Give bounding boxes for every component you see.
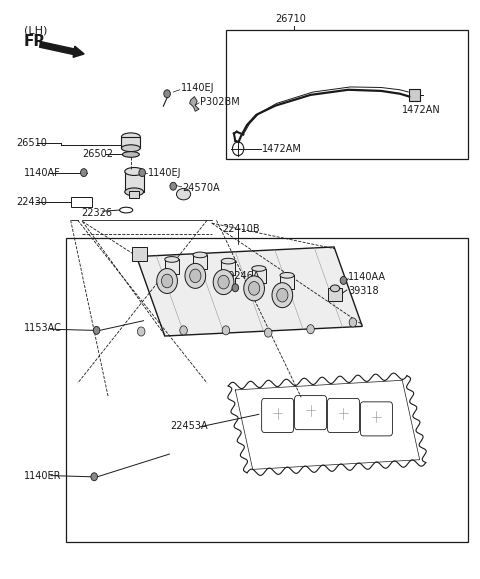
Circle shape: [164, 90, 170, 98]
Bar: [66, 239, 468, 542]
FancyArrow shape: [40, 42, 84, 57]
Circle shape: [137, 327, 145, 336]
Text: 22410B: 22410B: [223, 224, 260, 234]
Text: 22326: 22326: [82, 208, 112, 218]
Text: 1140EJ: 1140EJ: [181, 83, 215, 93]
Circle shape: [170, 182, 177, 190]
Text: (LH): (LH): [24, 25, 47, 36]
Text: 26510: 26510: [16, 138, 48, 148]
Bar: [132, 247, 147, 261]
Circle shape: [264, 328, 272, 337]
Circle shape: [93, 327, 100, 334]
Text: 22453A: 22453A: [170, 421, 208, 431]
Text: 39318: 39318: [348, 285, 379, 296]
Ellipse shape: [330, 285, 340, 292]
Circle shape: [222, 326, 229, 335]
Text: 1472AN: 1472AN: [402, 105, 441, 115]
Text: 26502: 26502: [83, 149, 113, 159]
Circle shape: [185, 263, 205, 288]
Bar: [121, 137, 140, 148]
Bar: [328, 288, 342, 301]
FancyBboxPatch shape: [262, 398, 294, 433]
Text: 22430: 22430: [16, 197, 48, 207]
Circle shape: [213, 270, 234, 295]
Polygon shape: [136, 247, 362, 336]
Text: 26710: 26710: [275, 14, 306, 24]
Text: 1140AF: 1140AF: [24, 167, 60, 178]
Circle shape: [272, 283, 293, 307]
Ellipse shape: [193, 252, 207, 258]
Circle shape: [81, 168, 87, 177]
Ellipse shape: [252, 266, 266, 272]
Bar: [125, 171, 144, 192]
Text: 24570A: 24570A: [182, 184, 220, 193]
Circle shape: [276, 288, 288, 302]
Ellipse shape: [165, 256, 179, 262]
Circle shape: [180, 326, 187, 335]
Polygon shape: [190, 97, 199, 111]
Circle shape: [161, 274, 173, 288]
Circle shape: [139, 168, 145, 177]
Text: 1140ER: 1140ER: [24, 471, 61, 481]
Circle shape: [157, 269, 178, 294]
Bar: [130, 190, 139, 197]
Bar: [226, 30, 468, 159]
FancyBboxPatch shape: [360, 402, 393, 436]
Circle shape: [244, 276, 264, 301]
Circle shape: [307, 325, 314, 334]
Text: 29246A: 29246A: [223, 271, 260, 281]
Ellipse shape: [121, 133, 140, 141]
Circle shape: [218, 275, 229, 289]
Circle shape: [249, 281, 260, 295]
Ellipse shape: [125, 167, 144, 175]
FancyBboxPatch shape: [327, 398, 360, 433]
Bar: [221, 261, 235, 275]
FancyBboxPatch shape: [295, 395, 326, 430]
Text: 1140EJ: 1140EJ: [148, 167, 182, 178]
Ellipse shape: [121, 145, 140, 152]
Ellipse shape: [120, 207, 133, 213]
Circle shape: [340, 276, 347, 284]
Circle shape: [232, 284, 239, 292]
Bar: [409, 89, 420, 101]
Bar: [71, 197, 92, 207]
Text: 1140AA: 1140AA: [348, 272, 386, 282]
Bar: [193, 255, 207, 269]
Ellipse shape: [177, 189, 191, 200]
Text: 1153AC: 1153AC: [24, 323, 61, 333]
Ellipse shape: [280, 273, 294, 278]
Text: 1472AM: 1472AM: [262, 144, 302, 154]
Text: P302BM: P302BM: [200, 97, 240, 107]
Bar: [280, 275, 294, 290]
Circle shape: [349, 318, 357, 327]
Circle shape: [190, 269, 201, 283]
Polygon shape: [228, 376, 426, 473]
Ellipse shape: [122, 152, 139, 157]
Bar: [165, 259, 179, 274]
Ellipse shape: [221, 258, 235, 264]
Circle shape: [91, 473, 97, 481]
Text: FR.: FR.: [24, 34, 52, 49]
Ellipse shape: [125, 188, 144, 196]
Bar: [252, 269, 266, 283]
